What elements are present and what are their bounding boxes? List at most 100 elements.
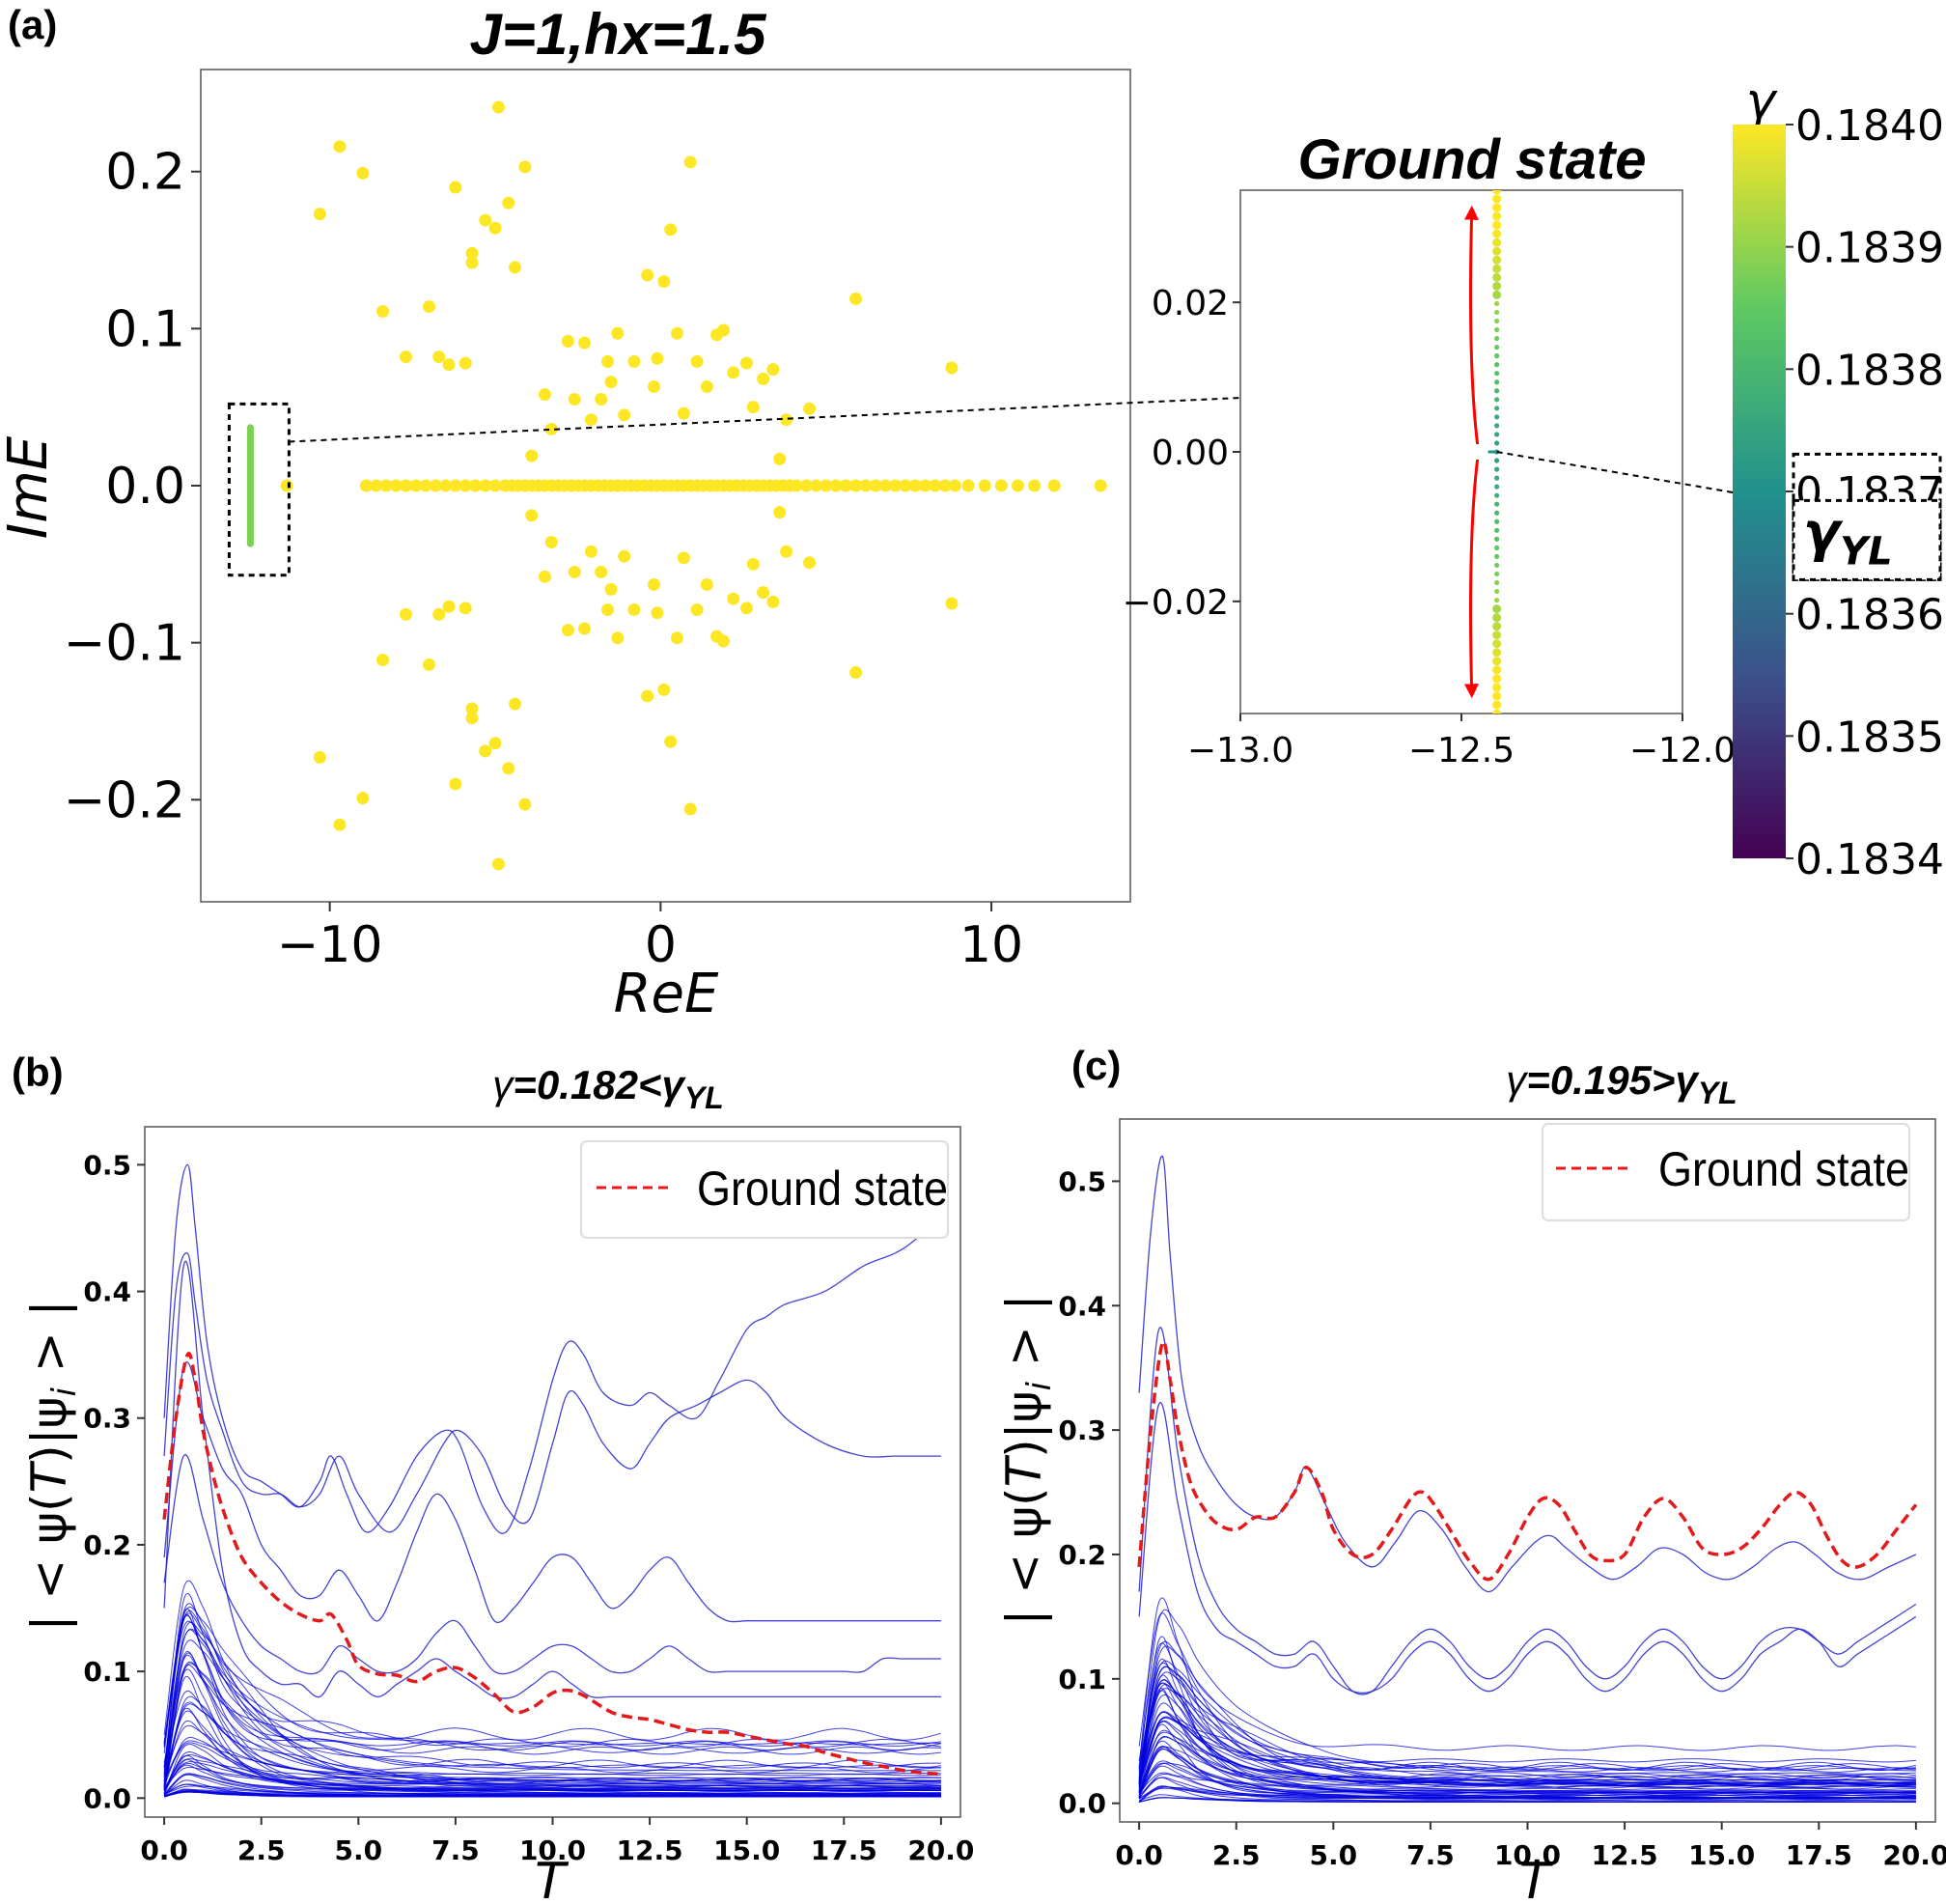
x-tick-label: 10.0 (1494, 1839, 1561, 1871)
eigenvalue-point (690, 602, 704, 616)
inset-eigenvalue-point (1494, 518, 1500, 524)
inset-eigenvalue-point (1492, 622, 1502, 631)
inset-arrow-down (1463, 459, 1480, 699)
x-tick-label: 12.5 (617, 1834, 683, 1866)
eigenvalue-point (611, 631, 625, 645)
eigenvalue-point (538, 570, 551, 583)
state-curve (163, 1710, 941, 1782)
real-eigenvalue-point (1094, 479, 1107, 492)
real-eigenvalue-point (1011, 479, 1024, 492)
state-curve (163, 1754, 941, 1791)
real-eigenvalue-point (488, 479, 502, 492)
state-curve (163, 1691, 941, 1774)
eigenvalue-point (651, 606, 664, 620)
colorbar-label: γ (1746, 72, 1779, 130)
inset-eigenvalue-point (1494, 345, 1500, 350)
state-curve (1138, 1746, 1916, 1799)
eigenvalue-point (746, 401, 760, 414)
eigenvalue-point (538, 388, 551, 402)
state-curve-upper (163, 1454, 941, 1675)
zoom-connector-line (289, 397, 1241, 443)
y-tick-label: 0.2 (83, 1529, 131, 1561)
eigenvalue-point (479, 744, 492, 758)
state-curve-upper (1138, 1327, 1917, 1695)
real-eigenvalue-point (820, 479, 833, 492)
ground-state-curve (162, 1352, 942, 1777)
inset-eigenvalue-point (1494, 388, 1500, 394)
inset-eigenvalue-point (1494, 414, 1500, 420)
inset-eigenvalue-point (1494, 432, 1500, 437)
eigenvalue-point (657, 275, 671, 289)
real-eigenvalue-point (908, 479, 922, 492)
inset-eigenvalue-point (1494, 318, 1500, 324)
real-eigenvalue-point (359, 479, 373, 492)
eigenvalue-point (601, 602, 615, 616)
inset-ticks: −13.0 −12.5 −12.0 0.02 0.00 −0.02 (1123, 284, 1736, 770)
inset-eigenvalue-point (1492, 229, 1502, 238)
inset-eigenvalue-point (1494, 466, 1500, 472)
inset-eigenvalue-point (1494, 536, 1500, 542)
eigenvalue-point (488, 221, 502, 235)
eigenvalue-point (716, 323, 730, 337)
x-tick-label: 7.5 (1406, 1839, 1455, 1871)
colorbar-tick-label: 0.1838 (1795, 346, 1944, 395)
eigenvalue-point (945, 597, 959, 610)
inset-eigenvalue-point (1492, 246, 1502, 256)
state-curve (1138, 1674, 1916, 1794)
state-curve (163, 1620, 941, 1746)
state-curve (163, 1628, 941, 1769)
eigenvalue-point (670, 326, 683, 340)
ground-state-curve (1137, 1339, 1918, 1582)
inset-eigenvalue-point (1492, 700, 1502, 710)
panel-a-ticks: −10 0 10 0.2 0.1 0.0 −0.1 −0.2 (64, 144, 1023, 974)
inset-eigenvalue-point (1492, 272, 1502, 282)
eigenvalue-point (544, 422, 558, 435)
inset-eigenvalue-point (1494, 326, 1500, 333)
inset-eigenvalue-point (1492, 255, 1502, 265)
inset-eigenvalue-point (1494, 588, 1500, 595)
eigenvalue-point (518, 160, 532, 174)
state-curve (1138, 1666, 1916, 1778)
eigenvalue-point (568, 393, 581, 406)
eigenvalue-point (746, 557, 760, 571)
eigenvalue-point (561, 334, 574, 348)
eigenvalue-point (739, 602, 753, 615)
eigenvalue-point (399, 350, 412, 364)
panel-c: (c) γ=0.195>γYL 0.0 2.5 5.0 7.5 10.0 12.5 15.0… (996, 1043, 1946, 1904)
state-curve (163, 1612, 941, 1754)
real-eigenvalue-point (389, 479, 403, 492)
eigenvalue-point (664, 223, 678, 237)
eigenvalue-point (449, 777, 462, 791)
real-eigenvalue-point (839, 479, 852, 492)
state-curve (163, 1695, 941, 1794)
panel-b-curves (162, 1163, 942, 1798)
eigenvalue-point (739, 356, 753, 370)
y-tick-label: −0.1 (64, 615, 185, 673)
eigenvalue-point (442, 600, 456, 613)
eigenvalue-point (780, 545, 793, 558)
inset-eigenvalue-point (1492, 211, 1502, 221)
eigenvalue-point (561, 624, 574, 637)
inset-eigenvalue-point (1494, 553, 1500, 560)
eigenvalue-point (683, 155, 697, 169)
eigenvalue-point (641, 268, 654, 282)
eigenvalue-point (491, 857, 505, 871)
inset-x-tick-label: −12.5 (1408, 731, 1515, 770)
eigenvalue-point (399, 607, 412, 621)
eigenvalue-point (578, 622, 592, 635)
inset-x-tick-label: −12.0 (1629, 731, 1736, 770)
state-curve (163, 1676, 941, 1792)
eigenvalue-point (690, 355, 704, 369)
inset-eigenvalue-point (1492, 648, 1502, 658)
colorbar-tick-label: 0.1840 (1795, 101, 1944, 151)
eigenvalue-point (618, 549, 631, 563)
eigenvalue-point (780, 413, 793, 427)
real-eigenvalue-point (849, 479, 863, 492)
inset-eigenvalue-point (1492, 674, 1502, 684)
eigenvalue-point (604, 376, 618, 389)
y-tick-label: 0.0 (1058, 1788, 1106, 1820)
eigenvalue-point (422, 658, 435, 671)
eigenvalue-point (595, 393, 608, 406)
x-tick-label: 10.0 (519, 1834, 586, 1866)
real-eigenvalue-point (878, 479, 892, 492)
